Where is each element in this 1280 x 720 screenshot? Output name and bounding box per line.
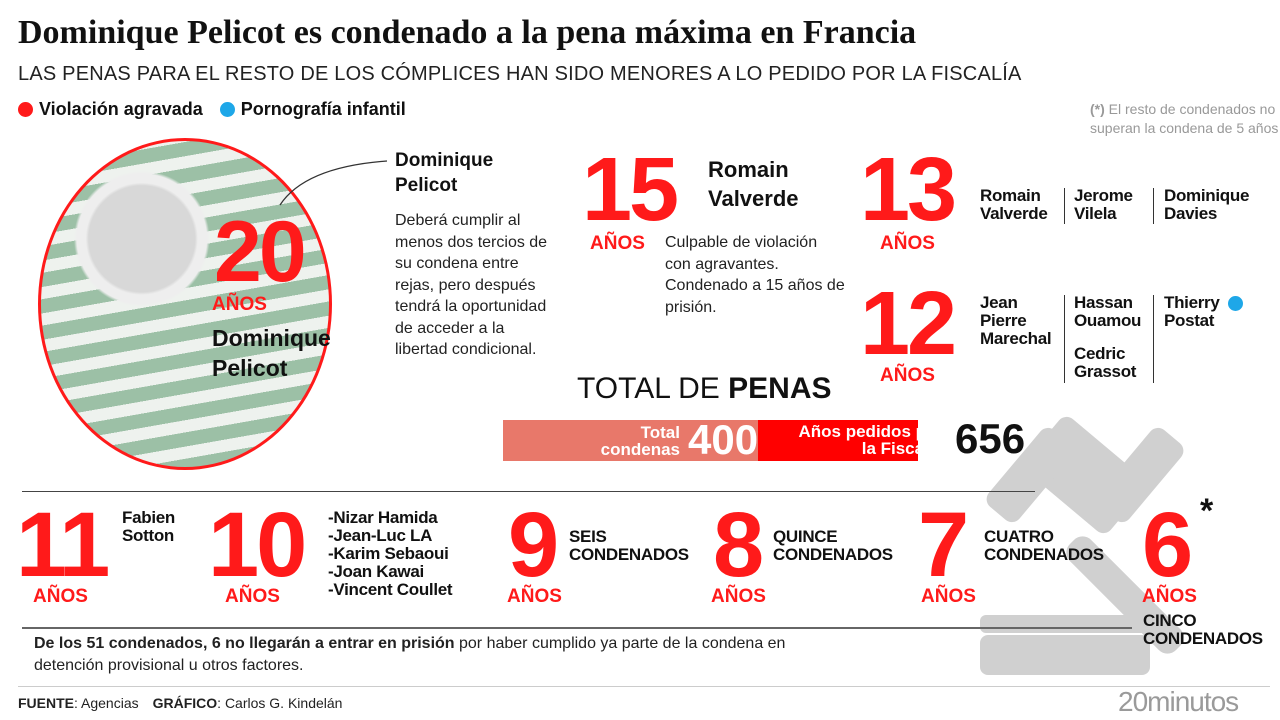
legend: Violación agravada Pornografía infantil bbox=[18, 98, 406, 120]
red-dot-icon bbox=[18, 102, 33, 117]
group-label: CONDENADOS bbox=[1143, 629, 1263, 648]
portrait-image bbox=[38, 138, 332, 470]
thirteen-years: 13 bbox=[860, 140, 957, 240]
names-7: CUATRO CONDENADOS bbox=[984, 528, 1104, 564]
convict-name: Hassan Ouamou bbox=[1074, 293, 1142, 330]
twelve-anos: AÑOS bbox=[880, 365, 935, 386]
blue-dot-icon bbox=[219, 102, 235, 117]
callout-title: Dominique Pelicot bbox=[395, 150, 494, 196]
names-10: -Nizar Hamida -Jean-Luc LA -Karim Sebaoui -… bbox=[328, 508, 453, 599]
footnote-rest: por haber cumplido ya parte de la conden… bbox=[34, 635, 786, 674]
divider bbox=[1153, 188, 1154, 224]
divider bbox=[22, 627, 1132, 629]
years-7: 7 bbox=[918, 494, 969, 596]
divider bbox=[1064, 188, 1065, 224]
convict-name: -Joan Kawai bbox=[328, 562, 424, 581]
convict-name: Fabien bbox=[122, 508, 175, 527]
names-9: SEIS CONDENADOS bbox=[569, 528, 689, 564]
footnote: De los 51 condenados, 6 no llegarán a en… bbox=[34, 633, 854, 677]
main-years: 20 bbox=[214, 204, 307, 300]
convict-name: Thierry Postat bbox=[1164, 293, 1220, 330]
anos-9: AÑOS bbox=[507, 586, 562, 607]
romain-anos: AÑOS bbox=[590, 233, 645, 254]
blue-dot-icon bbox=[1228, 296, 1243, 311]
main-name: Dominique Pelicot bbox=[212, 323, 331, 383]
group-label: QUINCE bbox=[773, 527, 838, 546]
grafico-value: : Carlos G. Kindelán bbox=[217, 695, 343, 711]
main-name-first: Dominique bbox=[212, 325, 331, 351]
convict-name: -Vincent Coullet bbox=[328, 580, 453, 599]
twelve-years: 12 bbox=[860, 274, 957, 374]
condenas-label: Total condenas bbox=[600, 423, 680, 459]
callout-line bbox=[279, 160, 388, 206]
group-label: CONDENADOS bbox=[773, 545, 893, 564]
divider bbox=[18, 686, 1270, 687]
anos-8: AÑOS bbox=[711, 586, 766, 607]
note: (*) El resto de condenados no superan la… bbox=[1090, 100, 1280, 138]
main-anos: AÑOS bbox=[212, 294, 267, 315]
years-10: 10 bbox=[208, 494, 307, 596]
anos-7: AÑOS bbox=[921, 586, 976, 607]
grafico-label: GRÁFICO bbox=[152, 695, 218, 711]
years-11: 11 bbox=[16, 494, 110, 596]
legend-item-pornografia: Pornografía infantil bbox=[219, 99, 406, 119]
divider bbox=[1153, 295, 1154, 383]
note-marker: (*) bbox=[1090, 101, 1105, 117]
main-name-last: Pelicot bbox=[212, 355, 288, 381]
callout-text: Deberá cumplir al menos dos tercios de s… bbox=[395, 212, 548, 358]
thirteen-anos: AÑOS bbox=[880, 233, 935, 254]
convict-name: -Karim Sebaoui bbox=[328, 544, 449, 563]
years-8: 8 bbox=[713, 494, 764, 596]
romain-name: Romain Valverde bbox=[708, 157, 799, 211]
convict-name: Jerome Vilela bbox=[1074, 186, 1133, 223]
convict-name: Jean Pierre Marechal bbox=[980, 293, 1052, 348]
group-label: SEIS bbox=[569, 527, 607, 546]
legend-label: Pornografía infantil bbox=[240, 99, 406, 119]
convict-name: Romain Valverde bbox=[980, 186, 1048, 223]
convict-name: -Nizar Hamida bbox=[328, 508, 438, 527]
brand-logo: 20minutos bbox=[1118, 686, 1239, 717]
fiscalia-value: 656 bbox=[955, 415, 1026, 462]
totals-title-light: TOTAL DE bbox=[577, 372, 729, 405]
anos-11: AÑOS bbox=[33, 586, 88, 607]
legend-label: Violación agravada bbox=[39, 99, 203, 119]
bar-fiscalia bbox=[758, 420, 918, 461]
totals-title-bold: PENAS bbox=[728, 372, 832, 405]
names-11: Fabien Sotton bbox=[122, 509, 175, 545]
years-6: 6 bbox=[1142, 494, 1193, 596]
note-text: El resto de condenados no superan la con… bbox=[1090, 101, 1279, 136]
legend-item-violacion: Violación agravada bbox=[18, 99, 203, 119]
convict-name: -Jean-Luc LA bbox=[328, 526, 433, 545]
group-label: CONDENADOS bbox=[569, 545, 689, 564]
group-label: CUATRO bbox=[984, 527, 1054, 546]
years-9: 9 bbox=[508, 494, 559, 596]
divider bbox=[22, 491, 1035, 492]
anos-6: AÑOS bbox=[1142, 586, 1197, 607]
fuente-value: : Agencias bbox=[74, 695, 139, 711]
asterisk: * bbox=[1200, 492, 1214, 530]
divider bbox=[1064, 295, 1065, 383]
subtitle: LAS PENAS PARA EL RESTO DE LOS CÓMPLICES… bbox=[18, 63, 1022, 85]
convict-name: Cedric Grassot bbox=[1074, 344, 1137, 381]
footer-credits: FUENTE: Agencias GRÁFICO: Carlos G. Kinde… bbox=[18, 694, 342, 712]
totals-title: TOTAL DE PENAS bbox=[577, 372, 832, 406]
romain-text: Culpable de violación con agravantes. Co… bbox=[665, 234, 845, 316]
group-label: CONDENADOS bbox=[984, 545, 1104, 564]
names-6: CINCO CONDENADOS bbox=[1143, 612, 1263, 648]
fiscalia-label: Años pedidos por la Fiscalía bbox=[798, 422, 944, 458]
group-label: CINCO bbox=[1143, 611, 1197, 630]
fuente-label: FUENTE bbox=[18, 695, 74, 711]
anos-10: AÑOS bbox=[225, 586, 280, 607]
convict-name: Sotton bbox=[122, 526, 175, 545]
romain-years: 15 bbox=[582, 140, 679, 240]
convict-name: Dominique Davies bbox=[1164, 186, 1250, 223]
names-8: QUINCE CONDENADOS bbox=[773, 528, 893, 564]
footnote-bold: De los 51 condenados, 6 no llegarán a en… bbox=[34, 635, 455, 652]
bar-condenas bbox=[503, 420, 758, 461]
condenas-value: 400 bbox=[688, 416, 759, 463]
page-title: Dominique Pelicot es condenado a la pena… bbox=[18, 14, 917, 51]
